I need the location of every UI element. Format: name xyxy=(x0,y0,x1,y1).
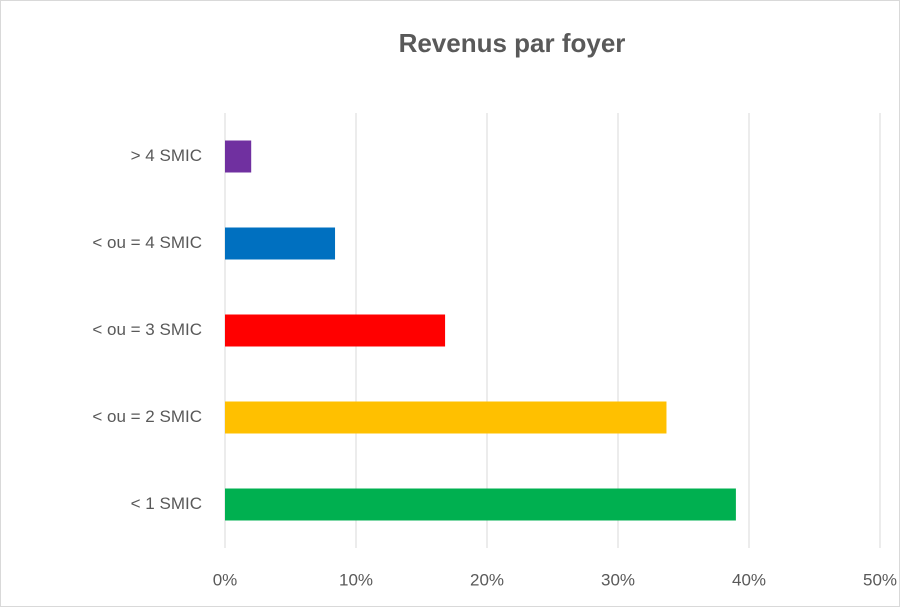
x-tick-label: 20% xyxy=(470,570,504,589)
x-tick-label: 50% xyxy=(863,570,897,589)
bar xyxy=(225,314,446,347)
bar xyxy=(225,401,667,434)
bar xyxy=(225,488,736,521)
y-tick-label: > 4 SMIC xyxy=(131,146,202,165)
x-tick-label: 0% xyxy=(213,570,238,589)
y-tick-label: < 1 SMIC xyxy=(131,494,202,513)
y-tick-label: < ou = 4 SMIC xyxy=(92,233,202,252)
bar xyxy=(225,227,336,260)
y-tick-label: < ou = 3 SMIC xyxy=(92,320,202,339)
x-tick-label: 30% xyxy=(601,570,635,589)
x-tick-label: 40% xyxy=(732,570,766,589)
x-tick-label: 10% xyxy=(339,570,373,589)
y-tick-label: < ou = 2 SMIC xyxy=(92,407,202,426)
bar xyxy=(225,140,252,173)
chart-title: Revenus par foyer xyxy=(399,28,626,58)
